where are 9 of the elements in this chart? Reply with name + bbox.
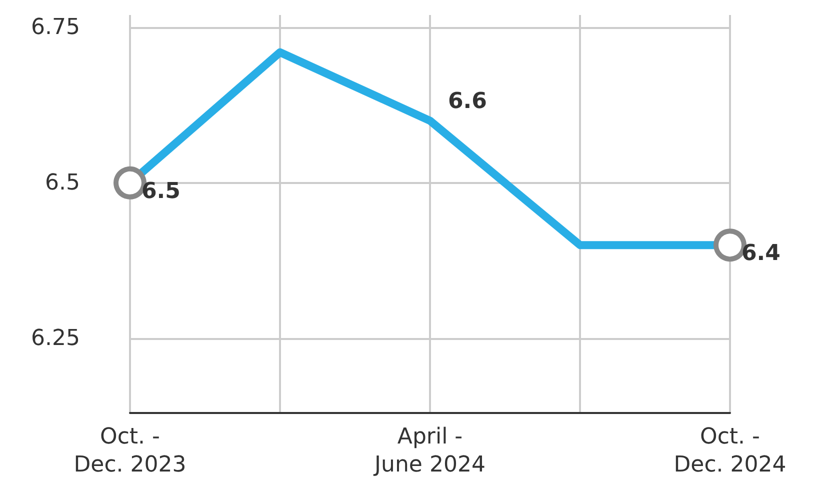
y-tick-label: 6.25 xyxy=(31,326,80,351)
x-tick-label: April - June 2024 xyxy=(372,424,486,478)
y-tick-label: 6.5 xyxy=(45,170,80,196)
data-label: 6.6 xyxy=(448,89,487,114)
x-tick-label: Oct. - Dec. 2023 xyxy=(74,424,186,478)
x-tick-label: Oct. - Dec. 2024 xyxy=(674,424,786,478)
data-label: 6.5 xyxy=(142,178,180,204)
data-label: 6.4 xyxy=(742,241,780,266)
y-tick-label: 6.75 xyxy=(31,14,80,40)
